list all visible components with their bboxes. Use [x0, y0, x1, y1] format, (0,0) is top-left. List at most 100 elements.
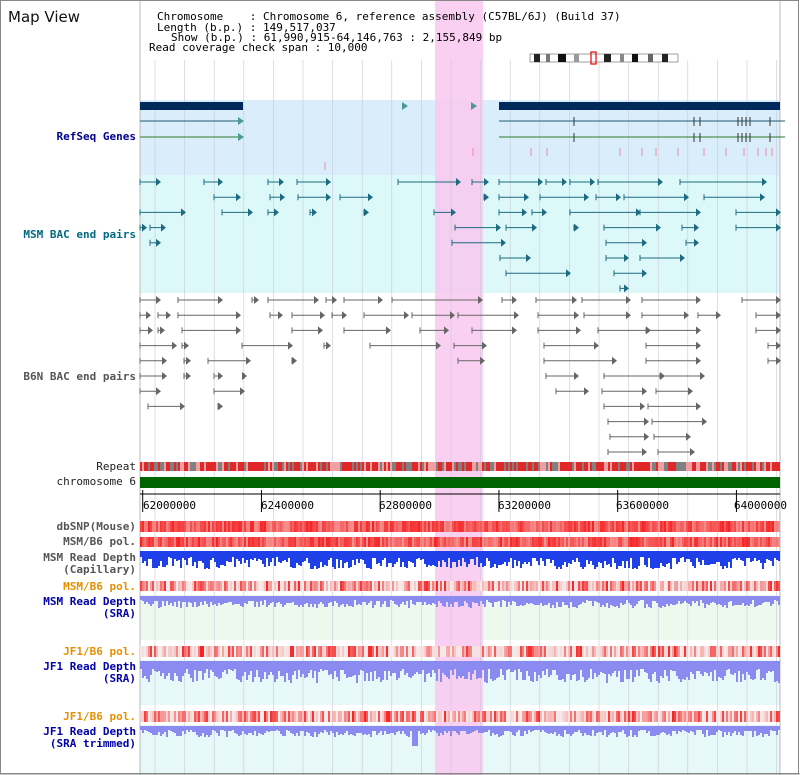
read-depth-bar [520, 661, 522, 672]
polymorphism-segment [168, 537, 170, 547]
polymorphism-segment [462, 711, 464, 722]
track-label-jf1-depth-trimmed[interactable]: JF1 Read Depth (SRA trimmed) [43, 725, 136, 750]
polymorphism-segment [404, 537, 406, 547]
read-depth-bar [652, 661, 654, 674]
track-label-msm-b6-pol-sra[interactable]: MSM/B6 pol. [63, 580, 136, 593]
track-label-jf1-b6-pol-trimmed[interactable]: JF1/B6 pol. [63, 710, 136, 723]
read-depth-bar [380, 596, 382, 607]
read-depth-bar [498, 726, 500, 737]
polymorphism-segment [356, 581, 358, 591]
read-depth-bar [648, 551, 650, 558]
msm-bac-pair-end [326, 193, 331, 202]
polymorphism-segment [440, 646, 442, 657]
polymorphism-segment [432, 646, 434, 657]
polymorphism-segment [726, 711, 728, 722]
polymorphism-segment [290, 537, 292, 547]
track-label-msm-depth-capillary[interactable]: MSM Read Depth (Capillary) [43, 551, 136, 576]
read-depth-bar [596, 551, 598, 567]
polymorphism-segment [230, 646, 232, 657]
read-depth-bar [240, 551, 242, 564]
read-depth-bar [354, 596, 356, 600]
polymorphism-segment [278, 711, 280, 722]
polymorphism-segment [542, 537, 544, 547]
read-depth-bar [208, 661, 210, 678]
polymorphism-segment [518, 581, 520, 591]
read-depth-bar [492, 726, 494, 733]
track-label-refseq[interactable]: RefSeq Genes [56, 130, 136, 143]
polymorphism-segment [490, 711, 492, 722]
polymorphism-segment [456, 521, 458, 532]
polymorphism-segment [396, 521, 398, 532]
polymorphism-segment [312, 646, 314, 657]
read-depth-bar [756, 596, 758, 606]
read-depth-bar [268, 726, 270, 732]
polymorphism-segment [580, 711, 582, 722]
polymorphism-segment [236, 711, 238, 722]
polymorphism-segment [678, 521, 680, 532]
repeat-segment [620, 462, 622, 471]
read-depth-bar [552, 726, 554, 734]
read-depth-bar [466, 726, 468, 734]
polymorphism-segment [546, 581, 548, 591]
read-depth-bar [158, 596, 160, 608]
polymorphism-segment [468, 537, 470, 547]
read-depth-bar [746, 726, 748, 731]
polymorphism-segment [630, 711, 632, 722]
polymorphism-segment [604, 646, 606, 657]
polymorphism-segment [646, 646, 648, 657]
read-depth-bar [326, 661, 328, 670]
read-depth-bar [426, 726, 428, 733]
repeat-segment [510, 462, 512, 471]
track-label-msm-b6-pol[interactable]: MSM/B6 pol. [63, 535, 136, 548]
read-depth-bar [176, 596, 178, 607]
polymorphism-segment [474, 646, 476, 657]
read-depth-bar [774, 551, 776, 558]
polymorphism-segment [160, 521, 162, 532]
read-depth-bar [732, 726, 734, 733]
track-label-msm-depth-sra[interactable]: MSM Read Depth (SRA) [43, 595, 136, 620]
read-depth-bar [218, 661, 220, 679]
polymorphism-segment [318, 581, 320, 591]
repeat-segment [448, 462, 450, 471]
read-depth-bar [576, 661, 578, 681]
track-label-dbsnp[interactable]: dbSNP(Mouse) [56, 520, 136, 533]
read-depth-bar [266, 661, 268, 679]
polymorphism-segment [176, 521, 178, 532]
polymorphism-segment [510, 711, 512, 722]
read-depth-bar [272, 551, 274, 558]
read-depth-bar [192, 726, 194, 732]
polymorphism-segment [348, 711, 350, 722]
polymorphism-segment [732, 537, 734, 547]
polymorphism-segment [768, 711, 770, 722]
polymorphism-segment [562, 646, 564, 657]
read-depth-bar [716, 726, 718, 732]
repeat-segment [174, 462, 176, 471]
read-depth-bar [722, 596, 724, 607]
polymorphism-segment [444, 537, 446, 547]
track-label-msm-bac[interactable]: MSM BAC end pairs [23, 228, 136, 241]
polymorphism-segment [232, 711, 234, 722]
repeat-segment [484, 462, 486, 471]
polymorphism-segment [510, 521, 512, 532]
read-depth-bar [566, 551, 568, 567]
info-show: Show (b.p.) : 61,990,915-64,146,763 : 2,… [171, 31, 503, 44]
read-depth-bar [718, 596, 720, 604]
repeat-segment [550, 462, 552, 471]
track-label-jf1-b6-pol[interactable]: JF1/B6 pol. [63, 645, 136, 658]
read-depth-bar [458, 551, 460, 560]
polymorphism-segment [292, 521, 294, 532]
polymorphism-segment [572, 521, 574, 532]
repeat-segment [318, 462, 320, 471]
track-label-jf1-depth-sra[interactable]: JF1 Read Depth (SRA) [43, 660, 136, 685]
polymorphism-segment [316, 646, 318, 657]
polymorphism-segment [162, 537, 164, 547]
repeat-segment [532, 462, 534, 471]
polymorphism-segment [760, 711, 762, 722]
read-depth-bar [550, 551, 552, 563]
polymorphism-segment [142, 646, 144, 657]
read-depth-bar [150, 551, 152, 559]
track-label-b6n-bac[interactable]: B6N BAC end pairs [23, 370, 136, 383]
read-depth-bar [658, 726, 660, 735]
repeat-segment [502, 462, 504, 471]
